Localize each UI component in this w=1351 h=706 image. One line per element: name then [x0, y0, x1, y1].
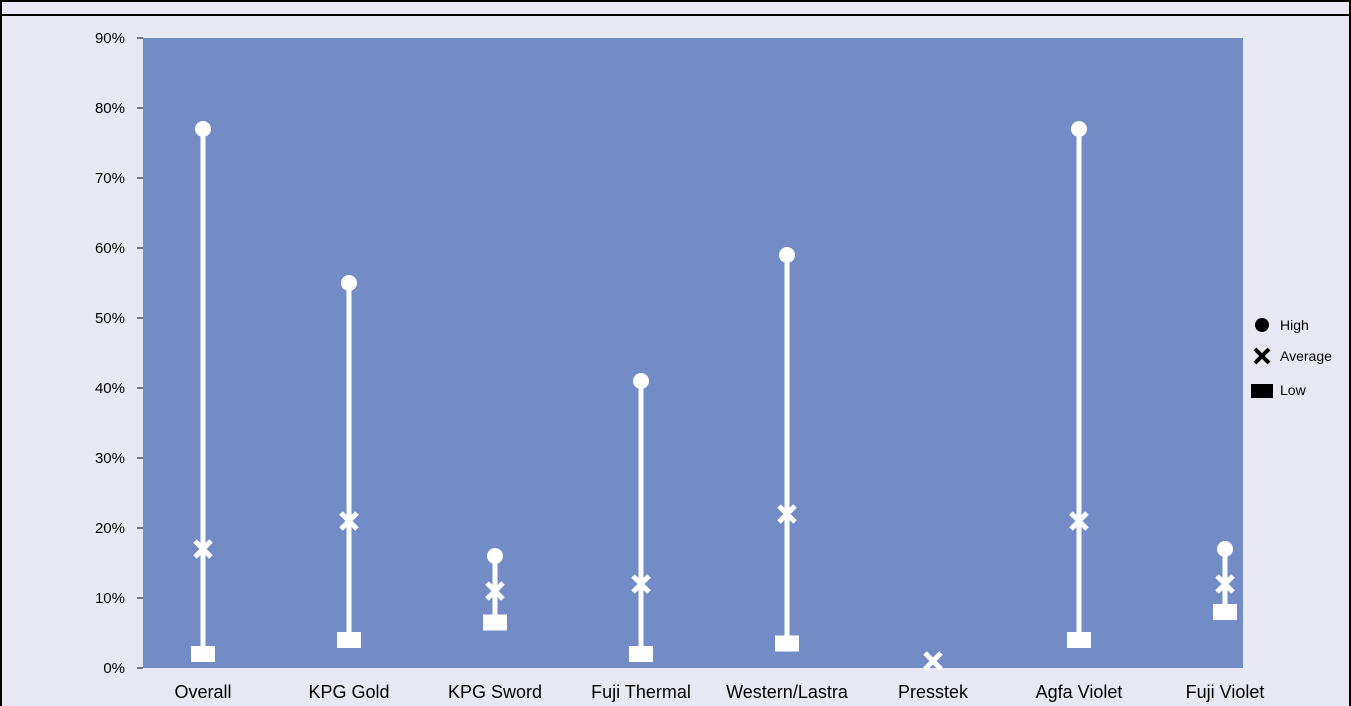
high-point [195, 121, 211, 137]
average-point [1215, 574, 1235, 594]
average-point [923, 651, 943, 671]
top-divider [0, 14, 1351, 16]
average-x-stroke [631, 574, 651, 594]
y-tick-label: 40% [95, 380, 125, 397]
x-category-label: Western/Lastra [726, 682, 849, 702]
y-axis: 0% 10% 20% 30% 40% 50% 60% 70% 80% 90% [95, 30, 143, 677]
y-tick-label: 60% [95, 240, 125, 257]
average-point [339, 511, 359, 531]
average-point [1069, 511, 1089, 531]
high-point [341, 275, 357, 291]
x-category-label: Fuji Violet [1186, 682, 1265, 702]
average-point [777, 504, 797, 524]
x-category-label: Presstek [898, 682, 969, 702]
low-point [191, 646, 215, 662]
y-tick-label: 10% [95, 590, 125, 607]
x-category-label: KPG Sword [448, 682, 542, 702]
low-point [1213, 604, 1237, 620]
legend-label: Average [1280, 348, 1332, 364]
average-x-stroke [923, 651, 943, 671]
low-point [775, 635, 799, 652]
average-x-stroke [1215, 574, 1235, 594]
series-marks [191, 121, 1237, 671]
low-point [629, 646, 653, 662]
low-point [337, 632, 361, 648]
y-tick-label: 30% [95, 450, 125, 467]
y-tick-label: 70% [95, 170, 125, 187]
average-x-stroke [1069, 511, 1089, 531]
average-point [631, 574, 651, 594]
average-point [485, 581, 505, 601]
y-tick-label: 0% [103, 660, 125, 677]
high-point [633, 373, 649, 389]
plot-area [143, 38, 1243, 668]
x-category-label: Agfa Violet [1036, 682, 1123, 702]
high-point [779, 247, 795, 263]
legend-average-marker [1253, 347, 1271, 365]
low-point [483, 614, 507, 631]
y-tick-label: 50% [95, 310, 125, 327]
average-point [193, 539, 213, 559]
y-tick-label: 20% [95, 520, 125, 537]
legend-label: Low [1280, 382, 1307, 398]
x-category-label: KPG Gold [308, 682, 389, 702]
legend-low-marker [1251, 384, 1273, 398]
y-tick-label: 80% [95, 100, 125, 117]
x-axis-labels: Overall KPG Gold KPG Sword Fuji Thermal West… [174, 682, 1264, 702]
legend-high-marker [1255, 318, 1269, 332]
x-category-label: Overall [174, 682, 231, 702]
high-point [487, 548, 503, 564]
average-x-stroke [485, 581, 505, 601]
high-point [1217, 541, 1233, 557]
average-x-stroke [777, 504, 797, 524]
x-category-label: Fuji Thermal [591, 682, 691, 702]
y-tick-label: 90% [95, 30, 125, 47]
legend-label: High [1280, 317, 1309, 333]
low-point [1067, 632, 1091, 648]
average-x-stroke [193, 539, 213, 559]
high-point [1071, 121, 1087, 137]
legend-x-stroke [1253, 347, 1271, 365]
average-x-stroke [339, 511, 359, 531]
legend: High Average Low [1251, 317, 1332, 398]
